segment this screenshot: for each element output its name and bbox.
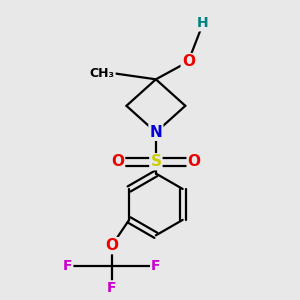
Text: F: F [151,259,160,273]
Text: O: O [105,238,118,253]
Text: H: H [197,16,209,30]
Text: F: F [107,281,116,295]
Text: F: F [63,259,72,273]
Text: O: O [182,54,195,69]
Text: O: O [188,154,201,169]
Text: CH₃: CH₃ [90,67,115,80]
Text: S: S [150,154,161,169]
Text: N: N [149,125,162,140]
Text: O: O [111,154,124,169]
